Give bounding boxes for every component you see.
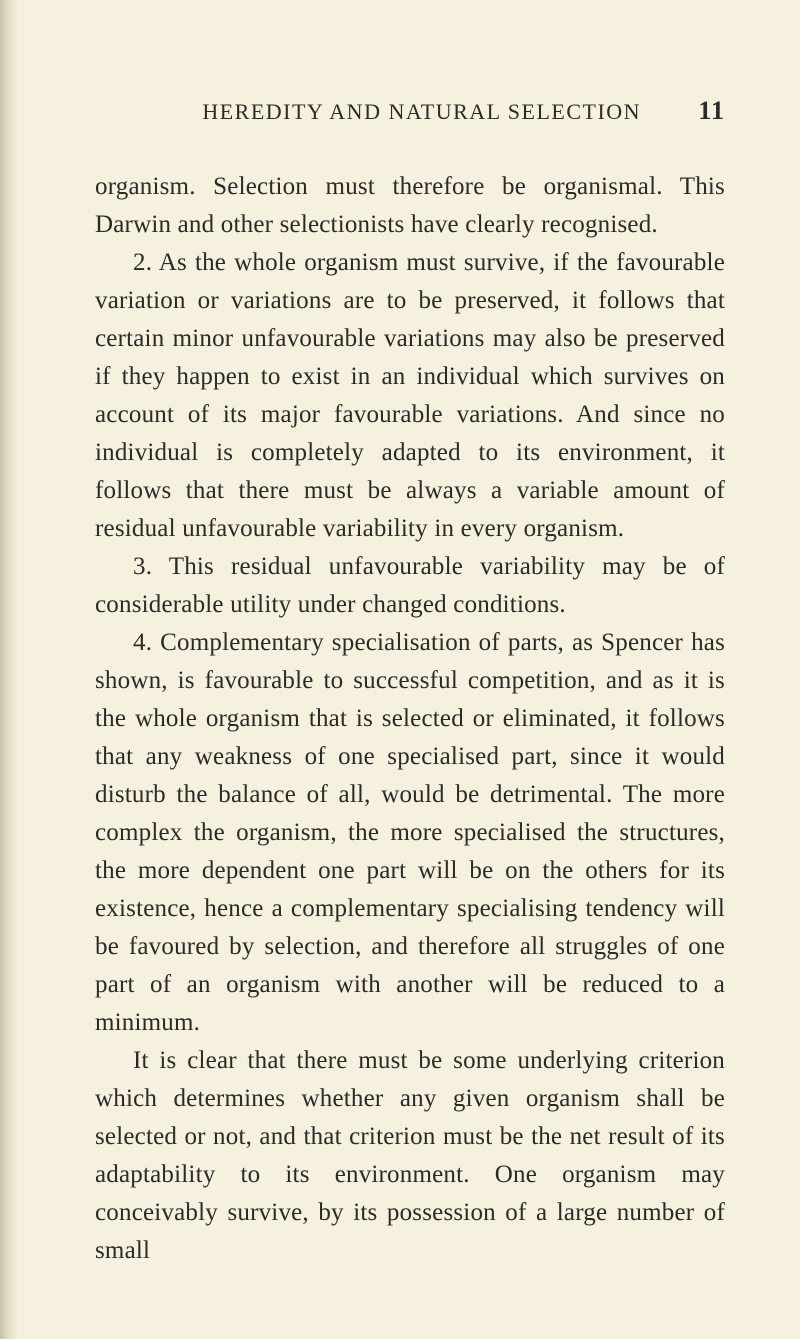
running-header-title: HEREDITY AND NATURAL SELECTION [95, 99, 698, 125]
page-content: HEREDITY AND NATURAL SELECTION 11 organi… [0, 0, 800, 1330]
paragraph-3: 3. This residual unfavourable variabilit… [95, 548, 725, 624]
page-header: HEREDITY AND NATURAL SELECTION 11 [95, 96, 725, 126]
page-binding-shadow [0, 0, 18, 1339]
paragraph-2: 2. As the whole organism must survive, i… [95, 244, 725, 548]
paragraph-continuation: organism. Selection must therefore be or… [95, 168, 725, 244]
paragraph-5: It is clear that there must be some unde… [95, 1042, 725, 1270]
page-number: 11 [698, 96, 725, 126]
body-text: organism. Selection must therefore be or… [95, 168, 725, 1270]
paragraph-4: 4. Complementary specialisation of parts… [95, 624, 725, 1042]
